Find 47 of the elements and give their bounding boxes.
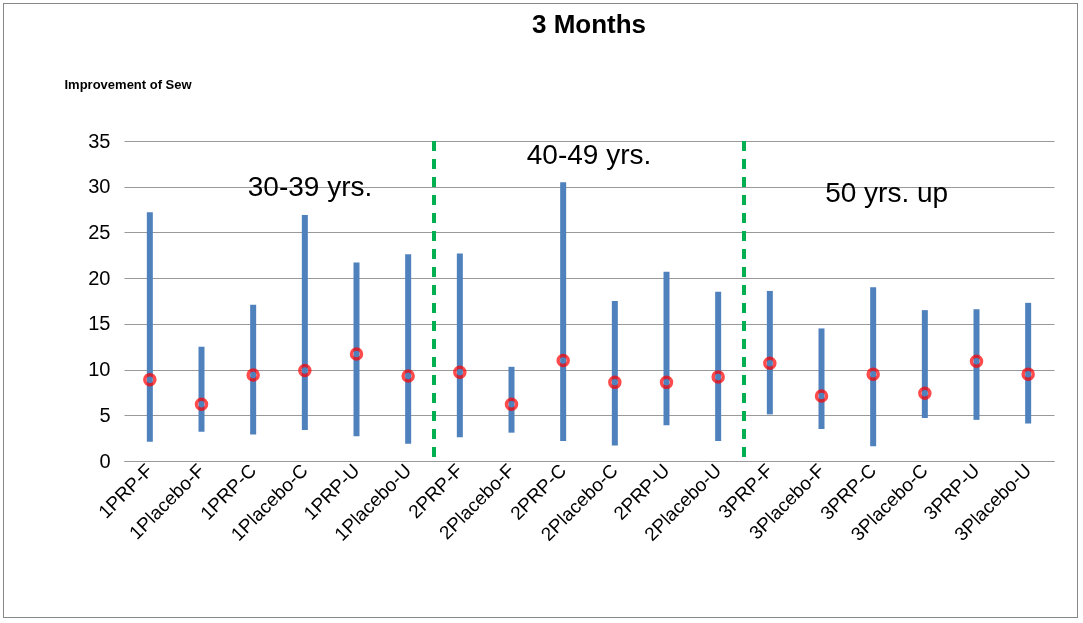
point [763, 356, 777, 370]
bar [921, 310, 928, 419]
bar [870, 287, 877, 447]
point [143, 372, 157, 387]
point [866, 367, 880, 381]
point [246, 368, 260, 382]
point [711, 370, 725, 384]
point [453, 365, 467, 380]
annotation: 40-49 yrs. [526, 139, 652, 170]
bar [405, 254, 412, 444]
y-tick-label: 30 [88, 175, 111, 198]
bar [715, 291, 722, 441]
y-tick-label: 35 [88, 129, 111, 152]
chart-title: 3 Months [531, 9, 647, 39]
bar [560, 182, 567, 441]
bar [611, 301, 618, 446]
bar [973, 309, 980, 420]
y-tick-label: 15 [88, 312, 111, 335]
annotation: 30-39 yrs. [247, 171, 373, 202]
point [194, 397, 209, 412]
bar [301, 215, 308, 430]
point [659, 375, 674, 390]
point [556, 353, 570, 368]
bar [146, 212, 153, 442]
point [969, 354, 984, 369]
y-tick-label: 10 [88, 358, 111, 381]
bar [456, 253, 463, 438]
point [814, 389, 829, 403]
y-tick-label: 25 [88, 220, 111, 243]
bar [353, 262, 360, 437]
bar [766, 290, 773, 415]
y-tick-label: 5 [99, 403, 111, 426]
y-tick-label: 20 [88, 266, 111, 289]
point [401, 369, 415, 383]
bar [818, 328, 825, 429]
point [504, 397, 519, 412]
point [608, 375, 622, 390]
bar [663, 271, 670, 426]
bar [198, 346, 205, 432]
point [298, 363, 312, 378]
point [349, 347, 364, 361]
y-axis-title: Improvement of Sew [64, 76, 193, 92]
annotation: 50 yrs. up [825, 177, 949, 209]
bar [250, 304, 257, 435]
bar [1025, 302, 1032, 424]
point [1021, 367, 1035, 381]
point [918, 386, 932, 401]
